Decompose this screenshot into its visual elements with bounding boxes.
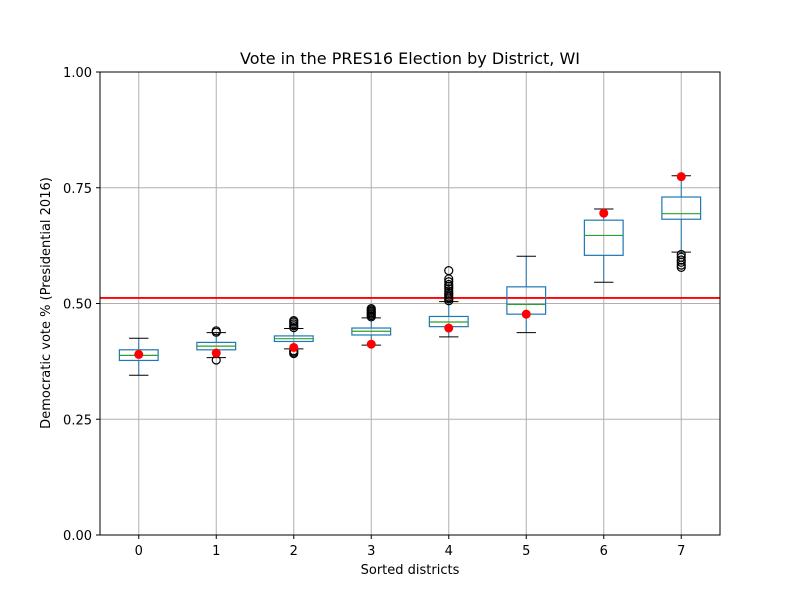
x-tick-label: 2 (290, 544, 298, 559)
district-marker-3 (366, 339, 376, 349)
ticks-layer: 0 1 2 3 4 5 6 7 0.00 0.25 0.50 0.75 1.00 (63, 66, 685, 559)
y-tick-label: 1.00 (63, 66, 92, 81)
outlier-point (676, 255, 686, 265)
x-tick-label: 4 (445, 544, 453, 559)
outlier-point (444, 279, 454, 290)
box-plot-7 (661, 175, 702, 272)
outlier-point (366, 303, 376, 314)
markers-layer (134, 172, 686, 359)
y-tick-label: 0.50 (63, 298, 92, 313)
box-iqr (583, 219, 624, 256)
x-tick-label: 6 (600, 544, 608, 559)
chart-title: Vote in the PRES16 Election by District,… (240, 49, 580, 68)
outlier-point (289, 316, 299, 326)
outlier-point (444, 286, 454, 296)
district-marker-5 (521, 309, 531, 319)
outlier-point (444, 277, 454, 287)
district-marker-4 (444, 323, 454, 333)
outlier-point (211, 326, 221, 336)
outlier-point (676, 252, 686, 262)
y-axis-label: Democratic vote % (Presidential 2016) (39, 177, 54, 429)
x-tick-label: 5 (522, 544, 530, 559)
x-axis-label: Sorted districts (361, 563, 460, 578)
y-tick-label: 0.75 (63, 182, 92, 197)
district-marker-7 (676, 172, 686, 182)
y-tick-label: 0.25 (63, 413, 92, 428)
x-tick-label: 0 (135, 544, 143, 559)
grid-layer (100, 71, 720, 536)
y-tick-label: 0.00 (63, 529, 92, 544)
x-tick-label: 1 (212, 544, 220, 559)
district-marker-0 (134, 349, 144, 359)
box-plot-4 (428, 266, 469, 338)
outlier-point (676, 249, 686, 260)
box-plot-3 (351, 303, 392, 346)
boxes-layer (118, 175, 702, 376)
x-tick-label: 7 (677, 544, 685, 559)
x-tick-label: 3 (367, 544, 375, 559)
district-marker-2 (289, 342, 299, 352)
box-iqr (661, 196, 702, 220)
outlier-point (444, 288, 454, 298)
district-marker-1 (211, 348, 221, 358)
outlier-point (444, 266, 454, 276)
district-marker-6 (599, 208, 609, 218)
outlier-point (444, 284, 454, 294)
box-plot-6 (583, 208, 624, 283)
